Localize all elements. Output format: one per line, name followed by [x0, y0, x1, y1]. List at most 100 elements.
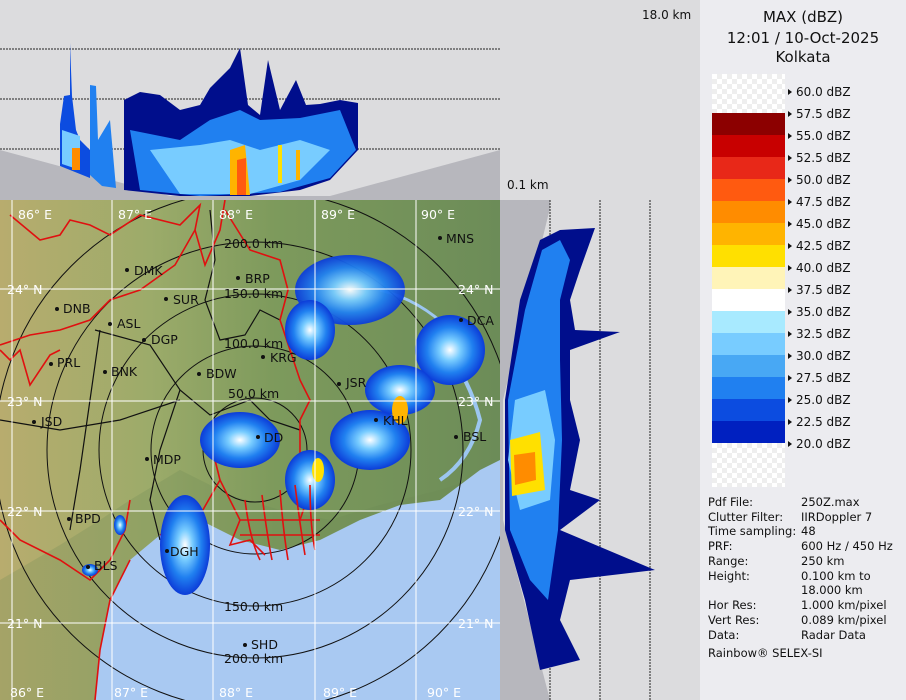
svg-text:DMK: DMK: [134, 263, 163, 278]
city-dca: DCA: [459, 313, 494, 328]
legend-label: 60.0 dBZ: [788, 85, 851, 99]
info-row: Height: 0.100 km to: [708, 569, 871, 584]
legend-label: 37.5 dBZ: [788, 283, 851, 297]
state-borders: [0, 200, 311, 700]
legend-label: 20.0 dBZ: [788, 437, 851, 451]
svg-text:DGH: DGH: [170, 544, 199, 559]
legend-label: 27.5 dBZ: [788, 371, 851, 385]
info-key: Time sampling:: [708, 524, 797, 538]
lon-label-89-bottom: 89° E: [323, 685, 357, 700]
legend-panel: MAX (dBZ) 12:01 / 10-Oct-2025 Kolkata 60…: [700, 0, 906, 700]
city-bls: BLS: [86, 558, 118, 573]
lat-label-23-left: 23° N: [7, 394, 42, 409]
info-row: Range: 250 km: [708, 554, 844, 569]
legend-swatch: [712, 289, 785, 311]
info-row: Vert Res: 0.089 km/pixel: [708, 613, 887, 628]
city-dnb: DNB: [55, 301, 91, 316]
svg-text:DCA: DCA: [467, 313, 494, 328]
lon-label-90-bottom: 90° E: [427, 685, 461, 700]
info-row: Time sampling: 48: [708, 524, 816, 539]
info-row: Pdf File: 250Z.max: [708, 495, 860, 510]
svg-text:JSD: JSD: [40, 414, 62, 429]
svg-text:BSL: BSL: [463, 429, 486, 444]
sundarbans-outlines: [219, 479, 320, 561]
city-sur: SUR: [164, 292, 199, 307]
info-row: Clutter Filter: IIRDoppler 7: [708, 510, 872, 525]
city-krg: KRG: [261, 350, 297, 365]
info-key: Hor Res:: [708, 598, 757, 612]
legend-label: 22.5 dBZ: [788, 415, 851, 429]
legend-swatch: [712, 179, 785, 201]
svg-text:DNB: DNB: [63, 301, 91, 316]
info-row: 18.000 km: [708, 583, 863, 598]
city-bnk: BNK: [103, 364, 138, 379]
legend-empty-top: [712, 74, 785, 115]
legend-swatch: [712, 113, 785, 135]
city-mns: MNS: [438, 231, 474, 246]
city-dgp: DGP: [142, 332, 178, 347]
svg-text:BNK: BNK: [111, 364, 138, 379]
profile-bottom-height-label: 0.1 km: [507, 178, 549, 192]
legend-swatch: [712, 135, 785, 157]
svg-text:DD: DD: [264, 430, 283, 445]
radar-echoes: [82, 255, 485, 595]
legend-swatch: [712, 377, 785, 399]
city-jsd: JSD: [32, 414, 62, 429]
radar-map: 86° E 87° E 88° E 89° E 90° E 86° E 87° …: [0, 200, 500, 700]
product-title: MAX (dBZ): [762, 8, 844, 26]
info-key: PRF:: [708, 539, 733, 553]
info-key: Clutter Filter:: [708, 510, 784, 524]
info-row: Data: Radar Data: [708, 628, 866, 643]
svg-text:BDW: BDW: [206, 366, 237, 381]
legend-label: 47.5 dBZ: [788, 195, 851, 209]
svg-text:BLS: BLS: [94, 558, 118, 573]
svg-text:KRG: KRG: [270, 350, 297, 365]
ring-label-100: 100.0 km: [224, 336, 283, 351]
legend-label: 32.5 dBZ: [788, 327, 851, 341]
legend-swatch: [712, 421, 785, 443]
city-asl: ASL: [108, 316, 140, 331]
right-profile-echoes: [505, 228, 655, 670]
legend-swatch: [712, 333, 785, 355]
profile-top-height-label: 18.0 km: [642, 8, 692, 22]
info-key: Range:: [708, 554, 749, 568]
lat-label-21-right: 21° N: [458, 616, 493, 631]
legend-swatch: [712, 157, 785, 179]
svg-text:PRL: PRL: [57, 355, 80, 370]
info-value: 1.000 km/pixel: [801, 598, 887, 612]
legend-label: 45.0 dBZ: [788, 217, 851, 231]
station-name: Kolkata: [775, 48, 831, 66]
ring-label-200: 200.0 km: [224, 236, 283, 251]
info-key: Vert Res:: [708, 613, 760, 627]
city-dmk: DMK: [125, 263, 163, 278]
legend-swatch: [712, 223, 785, 245]
district-boundaries: [0, 209, 301, 541]
info-value: 250Z.max: [801, 495, 860, 509]
lon-label-89-top: 89° E: [321, 207, 355, 222]
lon-label-87-top: 87° E: [118, 207, 152, 222]
latlon-grid: [0, 200, 500, 700]
legend-label: 40.0 dBZ: [788, 261, 851, 275]
legend-label: 30.0 dBZ: [788, 349, 851, 363]
lon-label-87-bottom: 87° E: [114, 685, 148, 700]
legend-swatch: [712, 399, 785, 421]
lon-label-88-top: 88° E: [219, 207, 253, 222]
info-value: 0.089 km/pixel: [801, 613, 887, 627]
info-value: 0.100 km to: [801, 569, 871, 583]
legend-swatch: [712, 201, 785, 223]
svg-text:SUR: SUR: [173, 292, 199, 307]
lat-label-23-right: 23° N: [458, 394, 493, 409]
city-khl: KHL: [374, 413, 408, 428]
city-brp: BRP: [236, 271, 270, 286]
info-value: Radar Data: [801, 628, 866, 642]
lat-label-24-right: 24° N: [458, 282, 493, 297]
city-bpd: BPD: [67, 511, 101, 526]
city-shd: SHD: [243, 637, 278, 652]
lon-label-90-top: 90° E: [421, 207, 455, 222]
svg-text:KHL: KHL: [383, 413, 408, 428]
ring-label-150-south: 150.0 km: [224, 599, 283, 614]
lon-label-86-top: 86° E: [18, 207, 52, 222]
lat-label-21-left: 21° N: [7, 616, 42, 631]
lon-label-86-bottom: 86° E: [10, 685, 44, 700]
info-row: PRF: 600 Hz / 450 Hz: [708, 539, 893, 554]
